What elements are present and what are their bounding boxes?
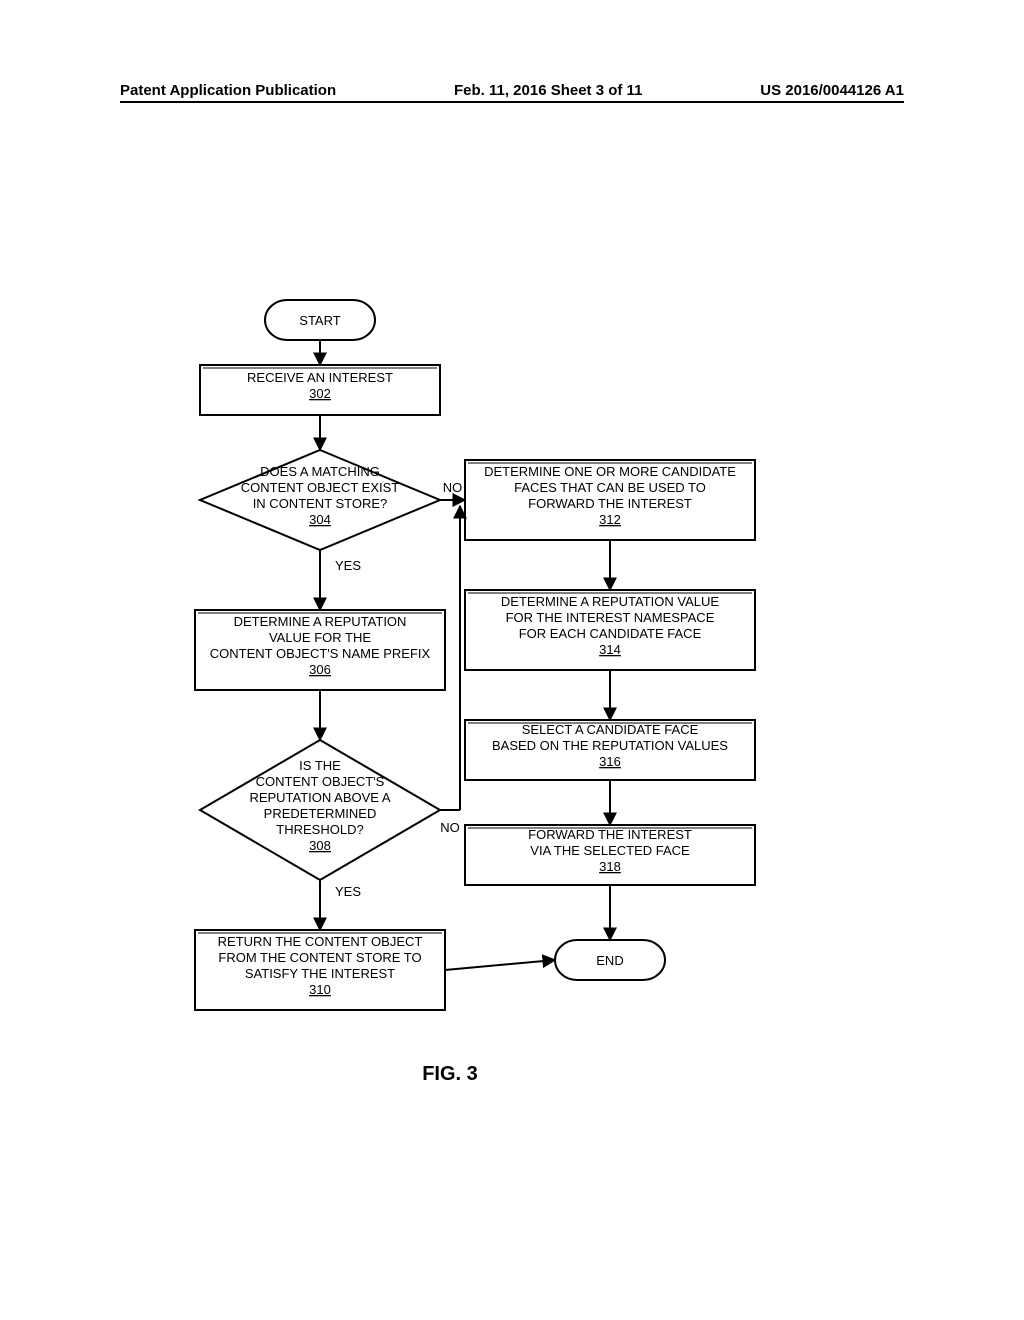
svg-text:YES: YES	[335, 884, 361, 899]
flowchart: STARTRECEIVE AN INTEREST302DOES A MATCHI…	[0, 0, 1024, 1320]
svg-text:START: START	[299, 313, 340, 328]
svg-text:YES: YES	[335, 558, 361, 573]
svg-text:NO: NO	[443, 480, 463, 495]
figure-caption: FIG. 3	[422, 1063, 478, 1085]
svg-text:END: END	[596, 953, 623, 968]
page: Patent Application Publication Feb. 11, …	[0, 0, 1024, 1320]
svg-text:NO: NO	[440, 820, 460, 835]
